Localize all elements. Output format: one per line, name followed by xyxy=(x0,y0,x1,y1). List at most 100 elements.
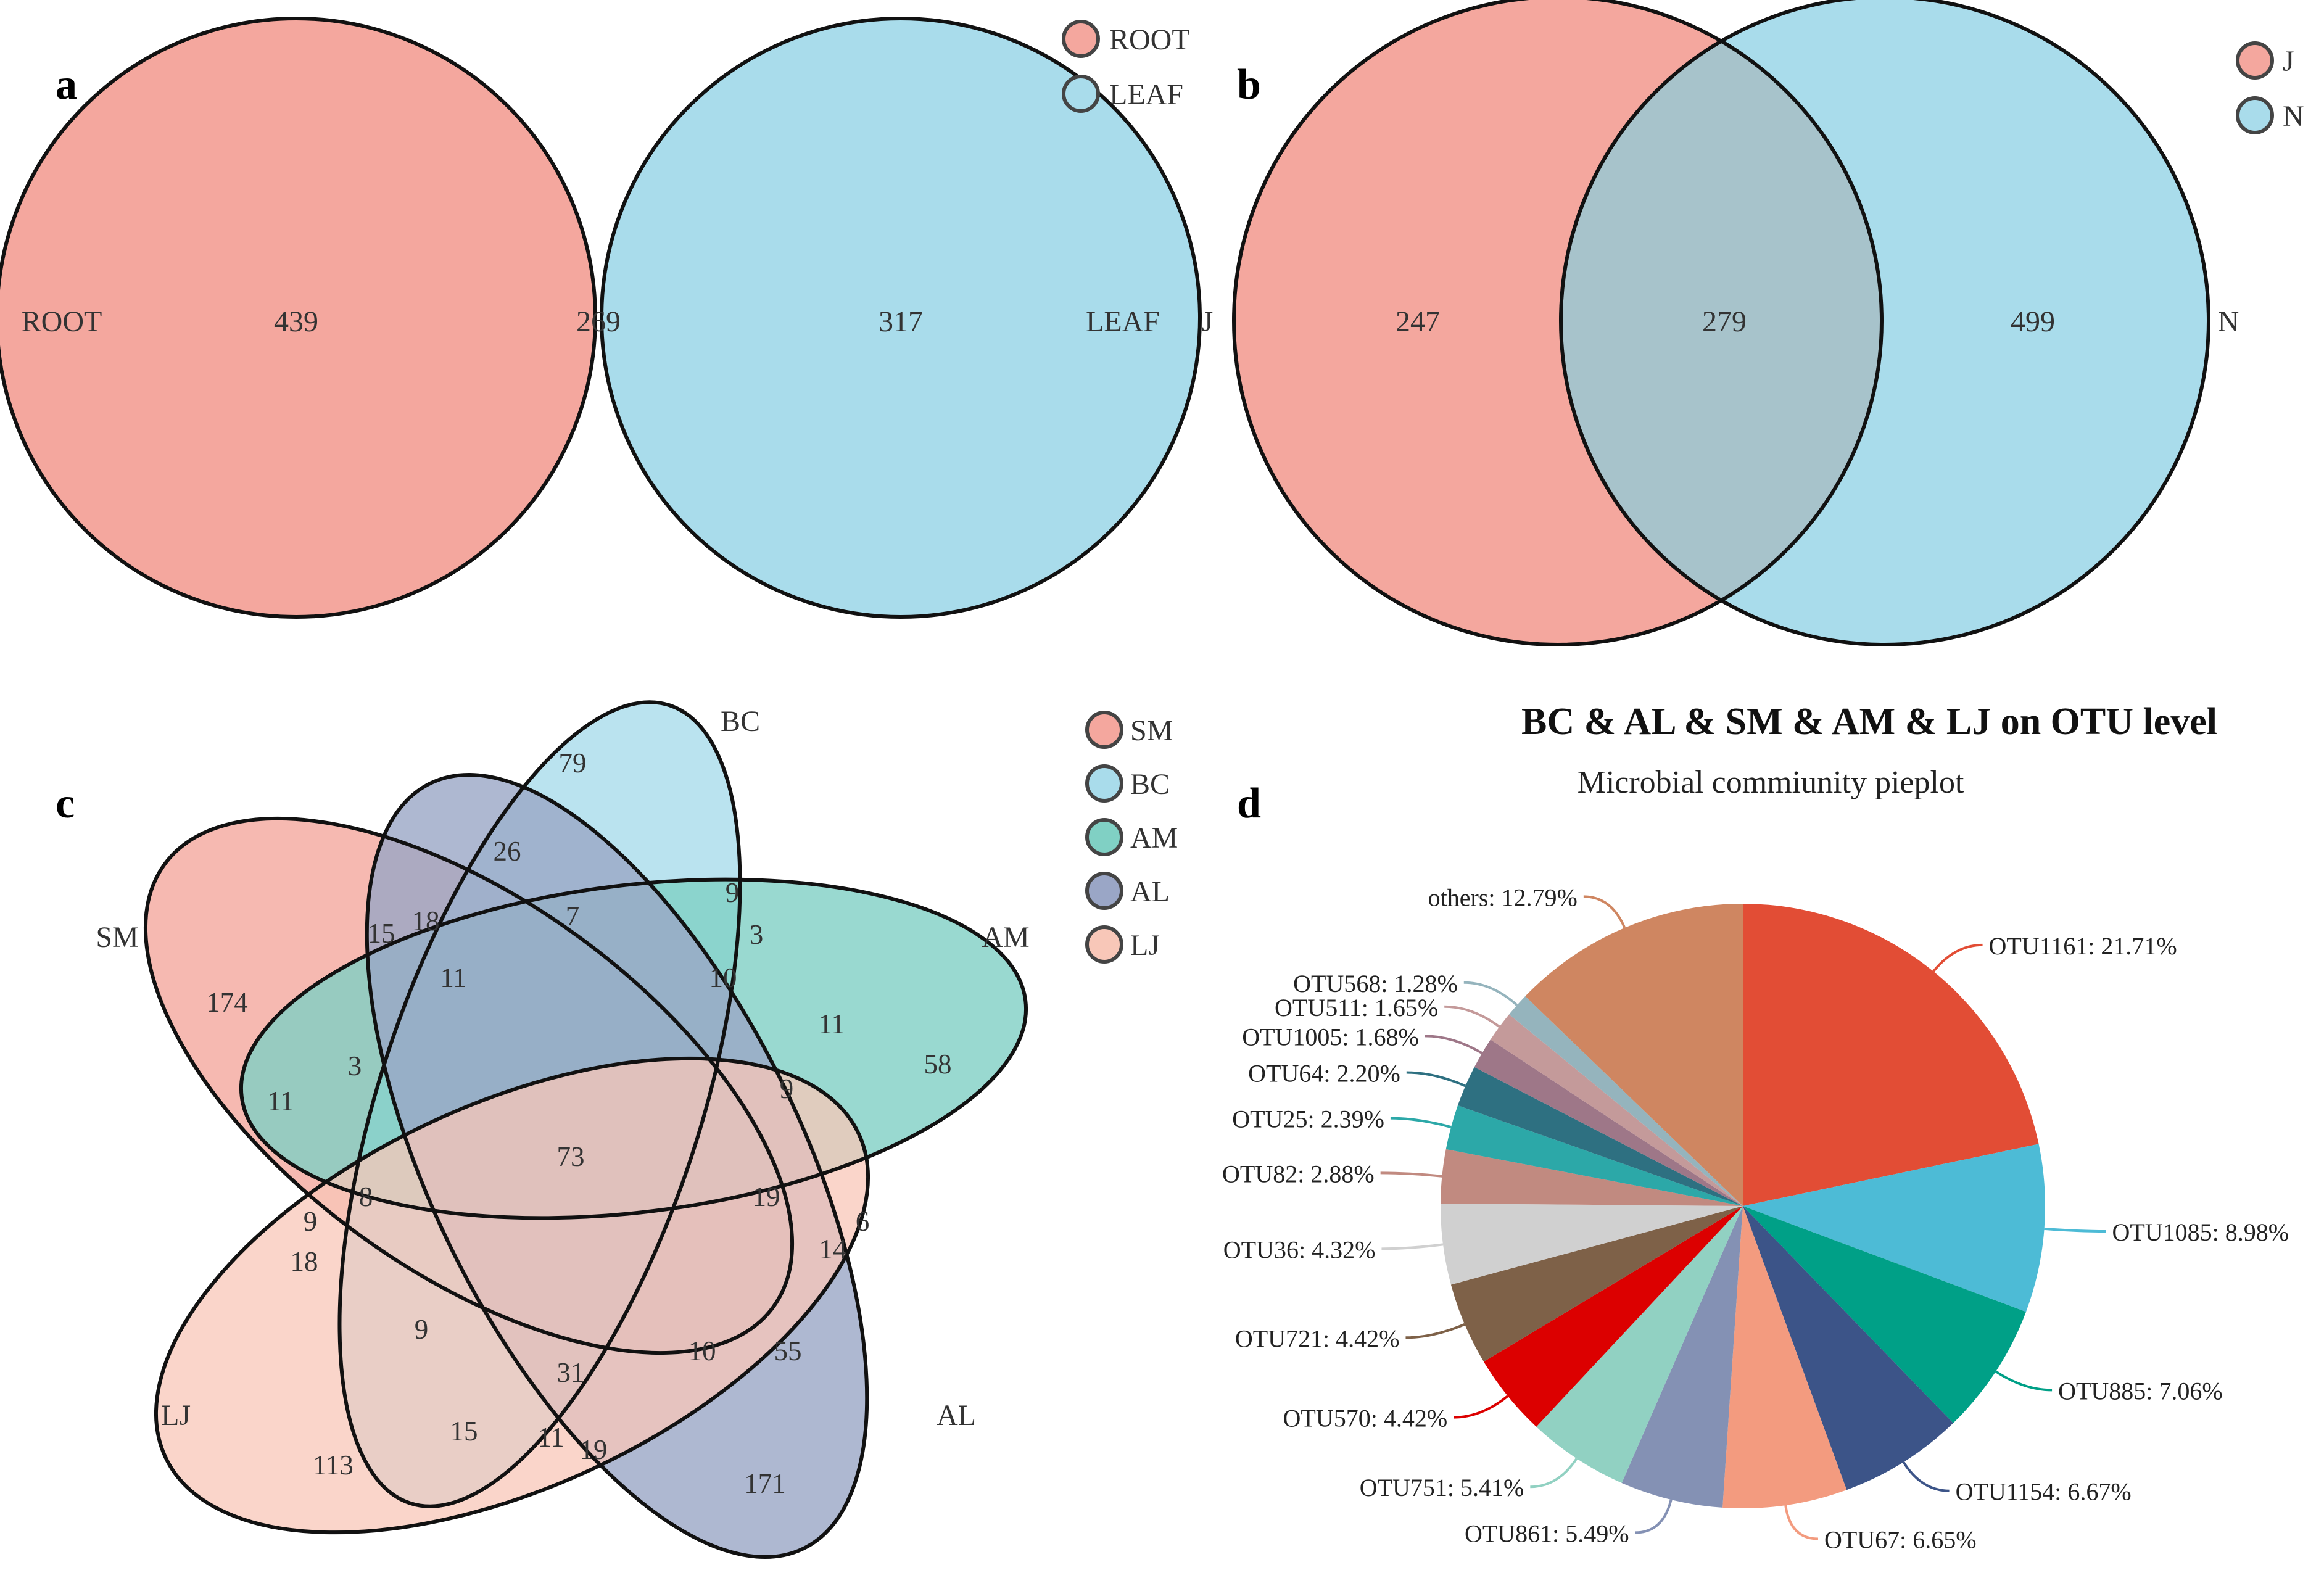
pie-label-otu570: OTU570: 4.42% xyxy=(1283,1405,1448,1432)
venn-c-legend-swatch-2 xyxy=(1085,818,1123,856)
pie-leader-otu511 xyxy=(1444,1005,1500,1028)
pie-slice-otu861 xyxy=(1621,1206,1743,1508)
pie-leader-otu1085 xyxy=(2044,1227,2106,1233)
venn-a-set-label-0: ROOT xyxy=(22,305,102,338)
panel-a: a ROOT LEAF 439 269 317 ROOT LEAF xyxy=(0,17,1202,619)
pie-slice-otu67 xyxy=(1722,1206,1847,1508)
venn-c-region: 73 xyxy=(557,1141,585,1172)
venn-c-outline-1 xyxy=(337,700,742,1508)
venn-c-region: 15 xyxy=(450,1416,478,1447)
venn-c-region: 9 xyxy=(415,1314,429,1345)
venn-c-legend-swatch-4 xyxy=(1085,925,1123,964)
venn-a-outline-0 xyxy=(0,17,597,619)
pie-label-otu568: OTU568: 1.28% xyxy=(1293,970,1458,998)
venn-b-region-0: 247 xyxy=(1396,305,1440,338)
pie-leader-otu751 xyxy=(1530,1458,1578,1489)
venn-b-outline-0 xyxy=(1232,0,1884,646)
pie-slice-otu25 xyxy=(1445,1105,1743,1206)
venn-b-set-label-0: J xyxy=(1202,305,1214,338)
venn-a-legend-swatch-1 xyxy=(1062,75,1100,113)
venn-c-legend-swatch-0 xyxy=(1085,711,1123,749)
pie-leader-otu36 xyxy=(1381,1243,1444,1250)
venn-c-set-label-3: AL xyxy=(937,1399,976,1432)
pie-slice-otu570 xyxy=(1483,1206,1743,1427)
venn-c-region: 55 xyxy=(774,1336,802,1366)
venn-c-region: 8 xyxy=(359,1181,373,1212)
venn-b-legend-swatch-0 xyxy=(2236,41,2274,80)
venn-b-legend-swatch-1 xyxy=(2236,96,2274,134)
venn-c-region: 113 xyxy=(313,1450,354,1481)
venn-c-region: 19 xyxy=(753,1181,780,1212)
pie-label-otu861: OTU861: 5.49% xyxy=(1465,1519,1629,1547)
pie-subtitle: Microbial commiunity pieplot xyxy=(1578,765,1964,800)
venn-c-region: 79 xyxy=(559,748,587,779)
pie-leader-otu721 xyxy=(1405,1323,1465,1339)
venn-c-region: 15 xyxy=(368,918,395,949)
pie-label-otu1085: OTU1085: 8.98% xyxy=(2112,1218,2289,1246)
venn-c-region: 11 xyxy=(440,962,466,993)
pie-label-otu82: OTU82: 2.88% xyxy=(1222,1160,1375,1188)
pie-leader-otu861 xyxy=(1635,1499,1673,1534)
pie-leader-otu570 xyxy=(1454,1395,1509,1419)
venn-c-region: 18 xyxy=(412,906,440,936)
venn-a-region-1: 269 xyxy=(576,305,621,338)
pie-label-otu36: OTU36: 4.32% xyxy=(1223,1236,1376,1263)
venn-c-set-label-0: SM xyxy=(96,921,138,954)
pie-label-others: others: 12.79% xyxy=(1428,883,1578,911)
venn-a-legend: ROOT LEAF xyxy=(1062,20,1190,113)
pie-label-otu1154: OTU1154: 6.67% xyxy=(1956,1478,2132,1506)
pie-label-otu511: OTU511: 1.65% xyxy=(1275,994,1438,1022)
pie-leader-others xyxy=(1583,895,1626,928)
venn-c-set-label-4: LJ xyxy=(161,1399,191,1432)
pie-title: BC & AL & SM & AM & LJ on OTU level xyxy=(1521,701,2217,743)
venn-a-legend-label-1: LEAF xyxy=(1109,78,1183,111)
venn-a-region-2: 317 xyxy=(879,305,923,338)
venn-c-ellipses xyxy=(145,702,1027,1557)
venn-c-outline-0 xyxy=(143,817,795,1355)
pie-slice-otu511 xyxy=(1490,1014,1743,1206)
pie-label-otu64: OTU64: 2.20% xyxy=(1248,1060,1400,1088)
pie-label-otu1161: OTU1161: 21.71% xyxy=(1989,932,2177,960)
panel-c-letter: c xyxy=(56,780,75,827)
venn-b-region-1: 279 xyxy=(1702,305,1747,338)
venn-c-region: 3 xyxy=(750,919,764,950)
pie-slices xyxy=(1441,904,2045,1508)
venn-c-set-label-1: BC xyxy=(721,705,760,738)
venn-c-region: 7 xyxy=(566,901,580,932)
pie-leader-otu67 xyxy=(1784,1505,1818,1540)
venn-b-legend-label-1: N xyxy=(2283,100,2304,133)
venn-a-outline-1 xyxy=(600,17,1202,619)
venn-c-region: 9 xyxy=(780,1073,794,1104)
pie-leader-otu64 xyxy=(1406,1071,1466,1088)
venn-c-legend-swatch-3 xyxy=(1085,872,1123,910)
venn-c-legend-label-0: SM xyxy=(1130,714,1173,747)
venn-c-region-values: 79 26 9 7 3 15 18 11 10 11 58 174 3 11 9… xyxy=(206,748,951,1499)
pie-leader-otu82 xyxy=(1380,1171,1442,1178)
venn-c-outlines xyxy=(143,700,1028,1559)
venn-b-outline-1 xyxy=(1559,0,2210,646)
venn-c-outline-4 xyxy=(154,1056,870,1535)
pie-slice-otu82 xyxy=(1441,1149,1743,1206)
venn-b-legend: J N xyxy=(2236,41,2304,134)
venn-c-legend-label-4: LJ xyxy=(1130,929,1160,962)
venn-c-region: 171 xyxy=(744,1468,786,1499)
pie-labels: OTU1161: 21.71% OTU1085: 8.98% OTU885: 7.0… xyxy=(1222,883,2289,1553)
venn-c-outline-3 xyxy=(365,773,869,1559)
pie-slice-otu721 xyxy=(1450,1206,1743,1362)
panel-b-letter: b xyxy=(1237,61,1261,109)
venn-c-region: 9 xyxy=(304,1206,318,1237)
venn-c-legend-label-1: BC xyxy=(1130,768,1170,801)
pie-label-otu751: OTU751: 5.41% xyxy=(1360,1474,1524,1502)
venn-c-region: 11 xyxy=(818,1009,845,1039)
venn-c-region: 11 xyxy=(267,1086,294,1117)
pie-leader-otu568 xyxy=(1463,981,1518,1006)
venn-c-region: 19 xyxy=(580,1434,608,1465)
pie-slice-otu751 xyxy=(1536,1206,1743,1483)
pie-slice-otu1085 xyxy=(1743,1144,2045,1312)
venn-c-region: 58 xyxy=(924,1049,952,1080)
pie-label-otu67: OTU67: 6.65% xyxy=(1824,1526,1977,1554)
pie-leader-otu1005 xyxy=(1425,1035,1483,1054)
venn-c-legend-label-3: AL xyxy=(1130,875,1170,908)
venn-c-legend-label-2: AM xyxy=(1130,822,1178,854)
